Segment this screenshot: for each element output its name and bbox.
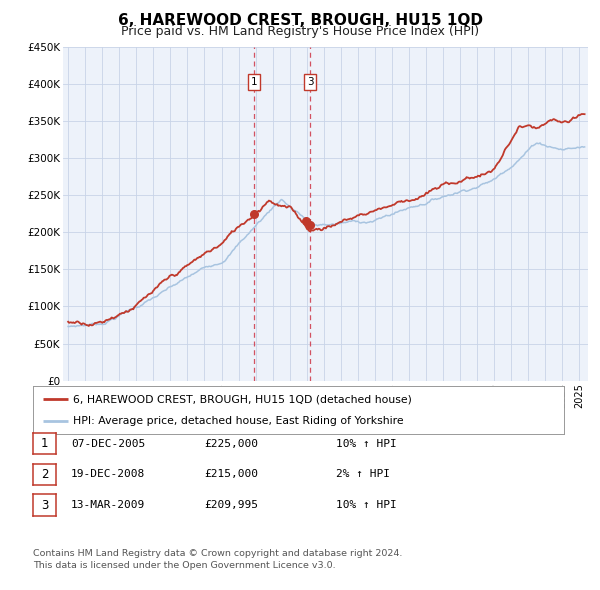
Text: 1: 1 — [251, 77, 257, 87]
Text: Contains HM Land Registry data © Crown copyright and database right 2024.: Contains HM Land Registry data © Crown c… — [33, 549, 403, 558]
Text: £215,000: £215,000 — [204, 470, 258, 479]
Text: 1: 1 — [41, 437, 48, 450]
Text: 19-DEC-2008: 19-DEC-2008 — [71, 470, 145, 479]
Text: 6, HAREWOOD CREST, BROUGH, HU15 1QD (detached house): 6, HAREWOOD CREST, BROUGH, HU15 1QD (det… — [73, 394, 412, 404]
Text: 3: 3 — [41, 499, 48, 512]
Text: Price paid vs. HM Land Registry's House Price Index (HPI): Price paid vs. HM Land Registry's House … — [121, 25, 479, 38]
Text: HPI: Average price, detached house, East Riding of Yorkshire: HPI: Average price, detached house, East… — [73, 416, 403, 426]
Text: 2: 2 — [41, 468, 48, 481]
Text: £225,000: £225,000 — [204, 439, 258, 448]
Text: 2% ↑ HPI: 2% ↑ HPI — [336, 470, 390, 479]
Text: 3: 3 — [307, 77, 313, 87]
Text: 13-MAR-2009: 13-MAR-2009 — [71, 500, 145, 510]
Text: 10% ↑ HPI: 10% ↑ HPI — [336, 500, 397, 510]
Text: This data is licensed under the Open Government Licence v3.0.: This data is licensed under the Open Gov… — [33, 560, 335, 570]
Text: £209,995: £209,995 — [204, 500, 258, 510]
Text: 07-DEC-2005: 07-DEC-2005 — [71, 439, 145, 448]
Text: 10% ↑ HPI: 10% ↑ HPI — [336, 439, 397, 448]
Text: 6, HAREWOOD CREST, BROUGH, HU15 1QD: 6, HAREWOOD CREST, BROUGH, HU15 1QD — [118, 13, 482, 28]
